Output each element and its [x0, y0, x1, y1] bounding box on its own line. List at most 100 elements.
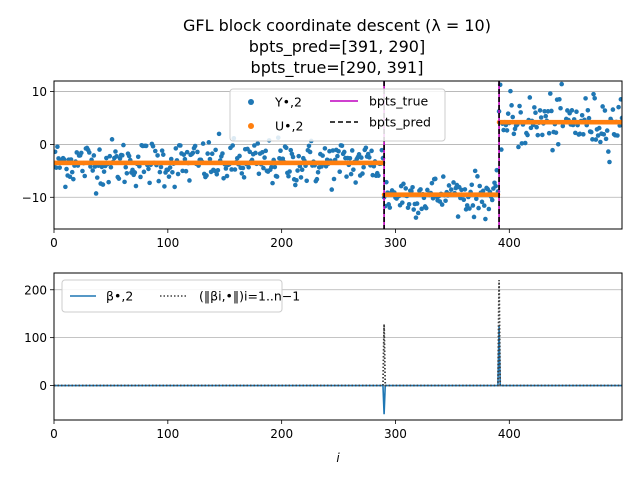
legend-u-marker — [248, 123, 254, 129]
y-scatter-point — [573, 130, 578, 136]
y-scatter-point — [124, 170, 130, 176]
y-scatter-point — [241, 175, 247, 180]
y-scatter-point — [286, 173, 291, 179]
y-scatter-point — [543, 113, 549, 119]
y-scatter-point — [405, 205, 411, 211]
legend-bpts-true-label: bpts_true — [369, 94, 428, 109]
y-scatter-point — [443, 198, 448, 204]
y-scatter-point — [602, 108, 608, 113]
y-scatter-point — [477, 183, 483, 189]
y-scatter-point — [190, 150, 196, 156]
y-scatter-point — [94, 175, 100, 180]
y-scatter-point — [615, 133, 620, 138]
y-scatter-point — [71, 176, 76, 182]
y-scatter-point — [511, 131, 517, 137]
y-scatter-point — [532, 105, 537, 110]
y-scatter-point — [527, 95, 533, 100]
y-scatter-point — [293, 182, 298, 188]
y-scatter-point — [400, 200, 405, 205]
y-scatter-point — [159, 148, 165, 153]
y-scatter-point — [329, 187, 335, 192]
y-scatter-point — [592, 95, 597, 101]
y-scatter-point — [247, 149, 253, 155]
y-scatter-point — [82, 173, 88, 179]
y-scatter-point — [209, 151, 215, 156]
y-scatter-point — [533, 110, 538, 116]
y-scatter-point — [425, 187, 430, 193]
y-scatter-point — [501, 127, 506, 133]
y-scatter-point — [598, 139, 603, 145]
y-scatter-point — [272, 164, 278, 170]
y-scatter-point — [379, 147, 385, 153]
y-scatter-point — [147, 180, 152, 186]
y-scatter-point — [126, 153, 132, 159]
bottom-x-tick-label: 0 — [50, 427, 58, 441]
y-scatter-point — [356, 152, 362, 157]
y-scatter-point — [216, 131, 222, 137]
top-axes-frame — [53, 80, 623, 230]
y-scatter-point — [542, 108, 547, 114]
y-scatter-point — [462, 187, 468, 192]
y-scatter-point — [494, 167, 500, 173]
y-scatter-point — [212, 168, 217, 174]
y-scatter-point — [359, 155, 364, 160]
y-scatter-point — [361, 164, 366, 170]
bottom-legend: β•,2 (‖βi,•‖)i=1..n−1 — [61, 279, 300, 313]
y-scatter-point — [187, 178, 192, 183]
y-scatter-point — [141, 169, 147, 175]
y-scatter-point — [256, 171, 262, 177]
y-scatter-point — [606, 149, 611, 154]
y-scatter-point — [508, 88, 513, 94]
y-scatter-point — [574, 109, 579, 115]
y-scatter-point — [339, 143, 345, 149]
y-scatter-point — [550, 147, 555, 153]
y-scatter-point — [439, 202, 445, 207]
y-scatter-point — [63, 184, 68, 190]
y-scatter-point — [549, 108, 554, 114]
y-scatter-point — [108, 164, 114, 170]
y-scatter-point — [469, 182, 475, 188]
bottom-x-tick-label: 100 — [156, 427, 179, 441]
y-scatter-point — [459, 187, 464, 193]
u-scatter-point — [619, 119, 622, 125]
y-scatter-point — [471, 214, 477, 220]
y-scatter-point — [517, 103, 522, 109]
y-scatter-point — [106, 179, 111, 185]
y-scatter-point — [206, 140, 212, 145]
y-scatter-point — [414, 201, 420, 206]
bottom-y-tick-label: 200 — [24, 283, 47, 297]
y-scatter-point — [387, 205, 393, 210]
y-scatter-point — [337, 169, 343, 174]
y-scatter-point — [146, 166, 151, 172]
y-scatter-point — [579, 112, 585, 118]
y-scatter-point — [135, 154, 141, 160]
y-scatter-point — [143, 143, 149, 149]
y-scatter-point — [205, 151, 210, 156]
y-scatter-point — [546, 130, 552, 136]
y-scatter-point — [538, 115, 544, 120]
y-scatter-point — [535, 132, 541, 138]
y-scatter-point — [331, 176, 337, 182]
y-scatter-point — [192, 143, 198, 149]
y-scatter-point — [519, 141, 525, 146]
y-scatter-point — [418, 187, 423, 192]
y-scatter-point — [470, 203, 476, 208]
y-scatter-point — [123, 164, 129, 170]
y-scatter-point — [610, 107, 616, 112]
y-scatter-point — [101, 169, 107, 174]
y-scatter-point — [322, 146, 328, 151]
y-scatter-point — [446, 183, 452, 188]
y-scatter-point — [119, 153, 125, 158]
y-scatter-point — [509, 103, 514, 108]
y-scatter-point — [430, 195, 436, 201]
bottom-data-layer — [54, 280, 622, 415]
legend-norm-label: (‖βi,•‖)i=1..n−1 — [199, 289, 300, 304]
y-scatter-point — [160, 152, 166, 157]
top-y-tick-label: −10 — [22, 191, 47, 205]
y-scatter-point — [269, 164, 274, 170]
norm-series-line — [54, 280, 622, 387]
y-scatter-point — [54, 149, 58, 155]
top-x-tick-label: 200 — [270, 236, 293, 250]
y-scatter-point — [537, 108, 543, 113]
